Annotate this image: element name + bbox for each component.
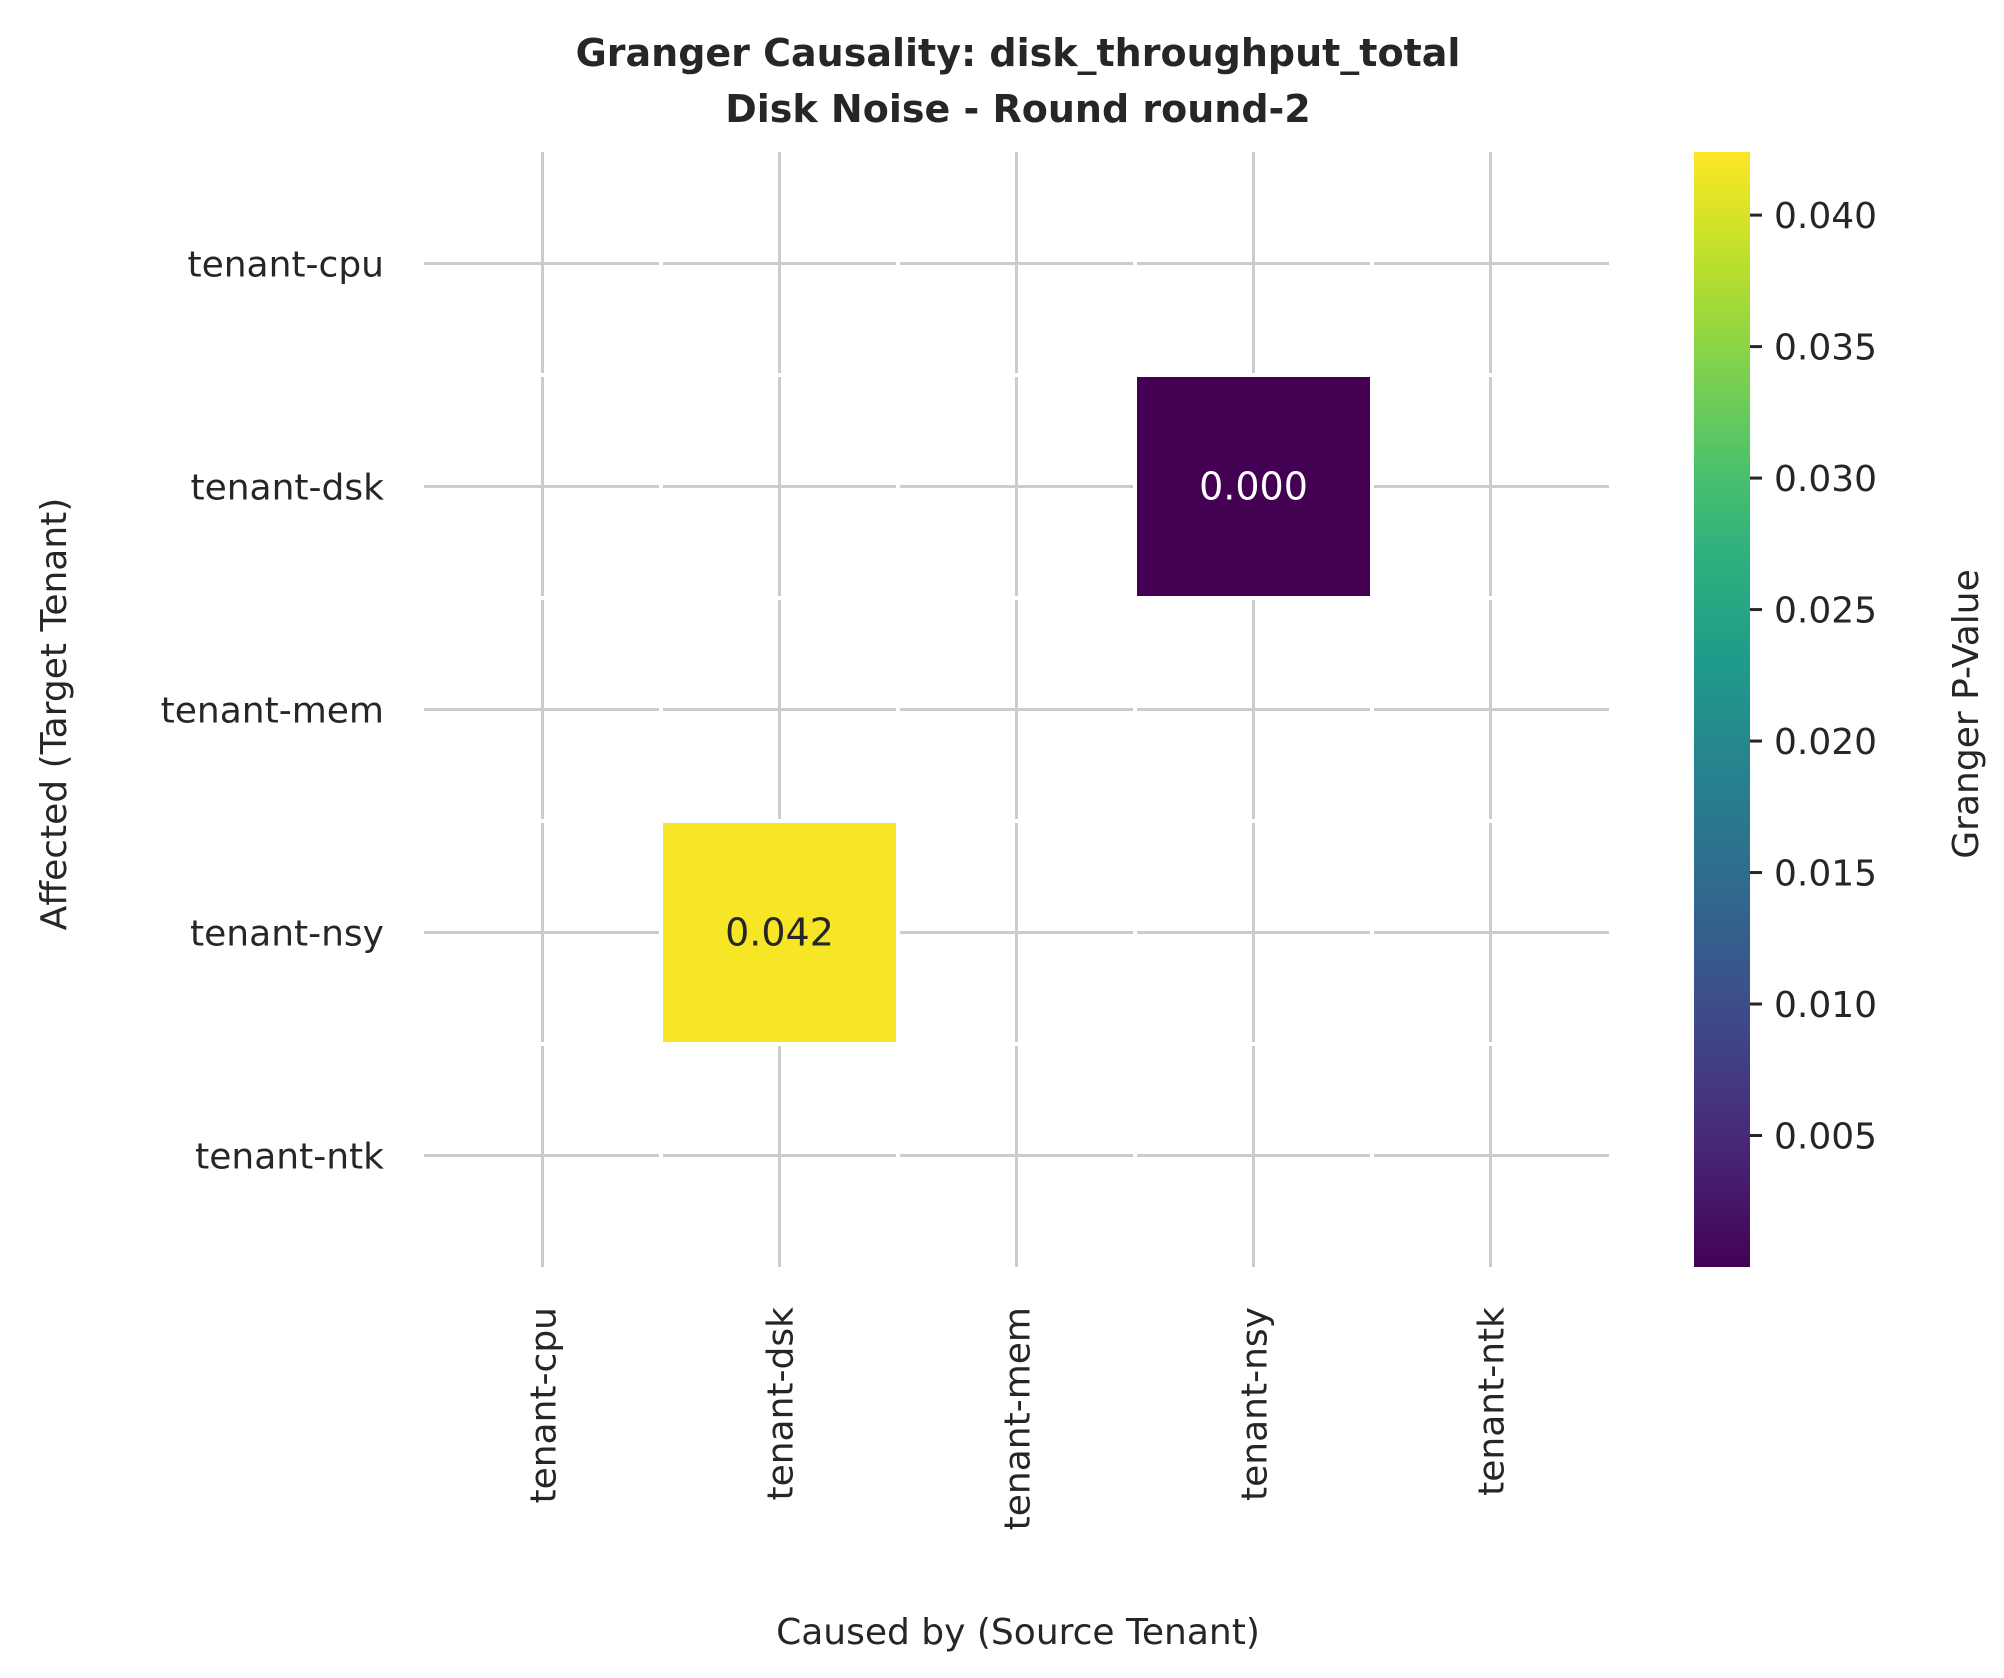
x-tick-label: tenant-mem xyxy=(998,1307,1039,1530)
y-tick-label: tenant-ntk xyxy=(195,1137,384,1178)
x-tick-label: tenant-cpu xyxy=(524,1307,565,1504)
colorbar-label: Granger P-Value xyxy=(1946,569,1987,858)
colorbar-tick-label: 0.005 xyxy=(1774,1117,1877,1158)
colorbar-tick-label: 0.040 xyxy=(1774,196,1877,237)
heatmap-cell xyxy=(663,823,896,1042)
colorbar-tick-label: 0.015 xyxy=(1774,854,1877,895)
colorbar-tick-label: 0.020 xyxy=(1774,722,1877,763)
x-tick-label: tenant-nsy xyxy=(1235,1307,1276,1501)
y-tick-label: tenant-dsk xyxy=(190,468,384,509)
y-axis-ticks: tenant-cpu tenant-dsk tenant-mem tenant-nsy… xyxy=(161,245,385,1178)
grid-lines xyxy=(424,152,1609,1267)
y-axis-label: Affected (Target Tenant) xyxy=(34,498,75,931)
x-axis-ticks: tenant-cpu tenant-dsk tenant-mem tenant-nsy… xyxy=(524,1307,1513,1531)
x-axis-label: Caused by (Source Tenant) xyxy=(776,1612,1260,1653)
colorbar-tick-label: 0.035 xyxy=(1774,328,1877,369)
colorbar-gradient xyxy=(1694,152,1750,1267)
heatmap-cell xyxy=(1137,377,1370,596)
y-tick-label: tenant-nsy xyxy=(190,914,384,955)
colorbar-tick-label: 0.030 xyxy=(1774,459,1877,500)
x-tick-label: tenant-ntk xyxy=(1472,1307,1513,1496)
y-tick-label: tenant-mem xyxy=(161,691,384,732)
chart-title: Granger Causality: disk_throughput_total xyxy=(576,31,1461,75)
colorbar-tick-label: 0.025 xyxy=(1774,591,1877,632)
cell-value-label: 0.000 xyxy=(1199,465,1308,509)
colorbar-tick-label: 0.010 xyxy=(1774,985,1877,1026)
cell-labels: 0.000 0.042 xyxy=(725,465,1308,955)
chart-subtitle: Disk Noise - Round round-2 xyxy=(725,87,1311,131)
x-tick-label: tenant-dsk xyxy=(761,1307,802,1501)
cell-value-label: 0.042 xyxy=(725,911,834,955)
y-tick-label: tenant-cpu xyxy=(187,245,384,286)
colorbar: 0.005 0.010 0.015 0.020 0.025 0.030 0.035 0.040 xyxy=(1694,152,1877,1267)
heatmap-cells xyxy=(663,377,1370,1042)
